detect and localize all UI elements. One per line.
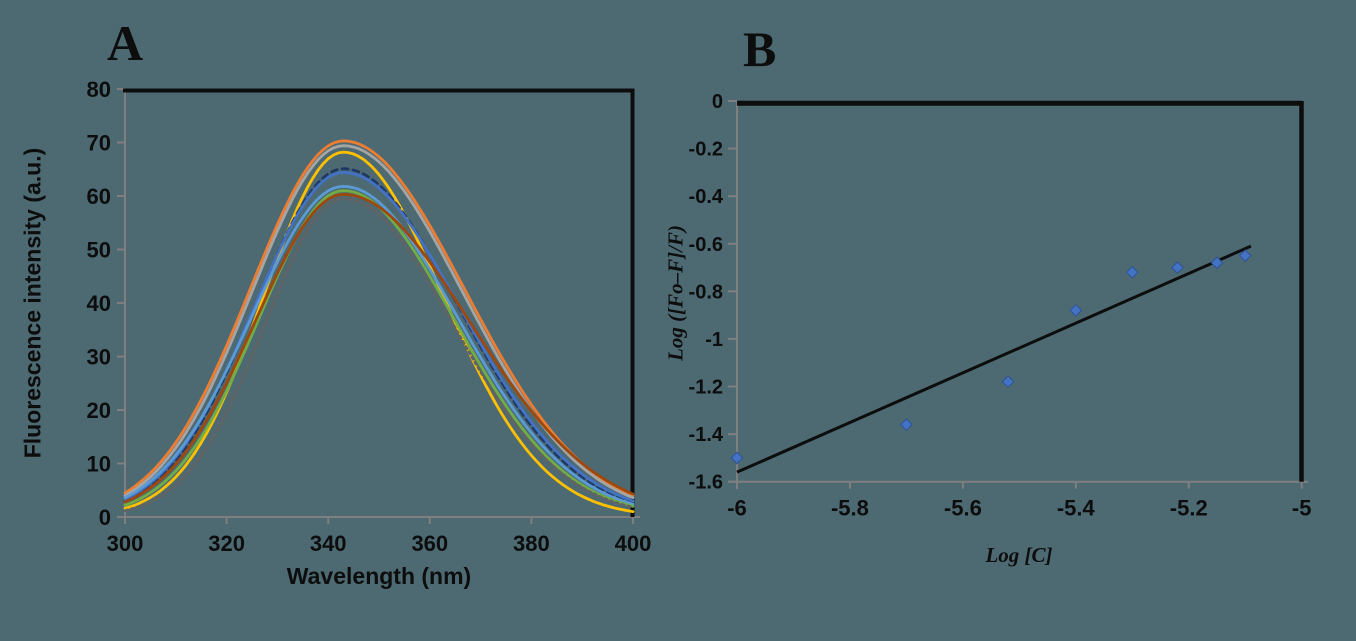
b-y-tick-label: -1.2 xyxy=(689,377,723,399)
a-curve-spectrum-blue xyxy=(123,171,635,503)
a-y-tick-label: 0 xyxy=(99,505,111,530)
b-y-tick-label: -1.4 xyxy=(689,424,724,446)
b-x-tick-label: -5.2 xyxy=(1170,496,1208,521)
b-x-tick-label: -5.4 xyxy=(1057,496,1096,521)
b-scatter-point xyxy=(1210,256,1224,270)
b-y-tick-label: 0 xyxy=(712,91,723,113)
a-y-tick-label: 80 xyxy=(87,77,111,102)
a-curve-spectrum-brown xyxy=(123,193,635,504)
a-plot-border xyxy=(123,88,635,517)
panel-a-y-axis-title: Fluorescence intensity (a.u.) xyxy=(19,147,46,459)
b-y-tick-label: -0.2 xyxy=(689,139,723,161)
a-y-tick-label: 70 xyxy=(87,131,111,156)
panel-a-x-axis-title: Wavelength (nm) xyxy=(286,563,472,589)
b-scatter-point xyxy=(1069,303,1083,317)
b-trendline xyxy=(736,244,1252,474)
panel-b-x-axis-title: Log [C] xyxy=(985,543,1053,567)
b-scatter-point xyxy=(730,451,744,465)
b-scatter-point xyxy=(1001,375,1015,389)
b-x-tick-label: -5.6 xyxy=(944,496,982,521)
a-y-tick-label: 50 xyxy=(87,238,111,263)
a-x-tick-label: 380 xyxy=(513,531,550,556)
a-y-tick-label: 40 xyxy=(87,291,111,316)
a-y-tick-label: 20 xyxy=(87,398,111,423)
a-curve-spectrum-navy-dashed xyxy=(123,167,635,504)
b-x-tick-label: -6 xyxy=(727,496,747,521)
b-y-tick-label: -1 xyxy=(705,329,723,351)
a-x-tick-label: 320 xyxy=(208,531,245,556)
a-y-tick-label: 10 xyxy=(87,452,111,477)
b-scatter-point xyxy=(900,418,913,432)
a-curve-spectrum-gold xyxy=(123,150,635,513)
b-y-tick-label: -0.4 xyxy=(689,186,724,208)
b-y-tick-label: -0.6 xyxy=(689,234,723,256)
b-x-tick-label: -5.8 xyxy=(831,496,869,521)
a-x-tick-label: 360 xyxy=(411,531,448,556)
panel-b-y-axis-title: Log ([Fo–F]/F) xyxy=(663,225,688,361)
a-curve-spectrum-lightblue xyxy=(123,185,635,506)
b-y-tick-label: -0.8 xyxy=(689,281,723,303)
a-y-tick-label: 30 xyxy=(87,345,111,370)
b-y-tick-label: -1.6 xyxy=(689,472,723,494)
a-x-tick-label: 300 xyxy=(107,531,144,556)
b-scatter-point xyxy=(1125,265,1139,279)
a-x-tick-label: 340 xyxy=(310,531,347,556)
a-y-tick-label: 60 xyxy=(87,184,111,209)
panel-a-label: A xyxy=(107,15,144,71)
a-curve-spectrum-darkgray-dotted xyxy=(123,197,635,512)
panel-b-label: B xyxy=(743,21,777,77)
a-x-tick-label: 400 xyxy=(615,531,652,556)
b-x-tick-label: -5 xyxy=(1292,496,1312,521)
b-scatter-point xyxy=(1238,249,1252,263)
a-curve-spectrum-orange xyxy=(123,139,635,497)
b-scatter-point xyxy=(1171,261,1184,274)
